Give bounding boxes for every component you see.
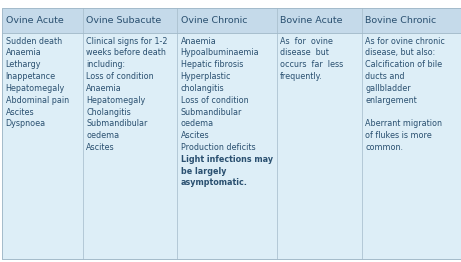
Text: Hyperplastic: Hyperplastic [181, 72, 231, 81]
Text: Cholangitis: Cholangitis [86, 107, 131, 117]
Text: enlargement: enlargement [365, 96, 417, 105]
Text: Lethargy: Lethargy [6, 60, 41, 69]
Text: asymptomatic.: asymptomatic. [181, 178, 248, 187]
Text: Bovine Acute: Bovine Acute [280, 16, 343, 25]
Text: including:: including: [86, 60, 125, 69]
Text: common.: common. [365, 143, 403, 152]
Text: Clinical signs for 1-2: Clinical signs for 1-2 [86, 37, 168, 46]
Bar [277, 8, 362, 33]
Text: Anaemia: Anaemia [181, 37, 217, 46]
Text: As  for  ovine: As for ovine [280, 37, 333, 46]
Text: weeks before death: weeks before death [86, 48, 166, 57]
Text: Loss of condition: Loss of condition [86, 72, 154, 81]
Text: Ascites: Ascites [181, 131, 209, 140]
Text: Dyspnoea: Dyspnoea [6, 119, 46, 128]
Text: be largely: be largely [181, 167, 226, 176]
Bar [83, 8, 177, 33]
Bar [177, 33, 277, 259]
Text: Inappetance: Inappetance [6, 72, 56, 81]
Text: oedema: oedema [86, 131, 119, 140]
Text: cholangitis: cholangitis [181, 84, 225, 93]
Bar [2, 8, 83, 33]
Text: Hepatic fibrosis: Hepatic fibrosis [181, 60, 243, 69]
Text: occurs  far  less: occurs far less [280, 60, 343, 69]
Text: Anaemia: Anaemia [6, 48, 41, 57]
Text: Calcification of bile: Calcification of bile [365, 60, 442, 69]
Text: frequently.: frequently. [280, 72, 323, 81]
Text: Abdominal pain: Abdominal pain [6, 96, 69, 105]
Text: Light infections may: Light infections may [181, 155, 273, 164]
Text: Ovine Acute: Ovine Acute [6, 16, 63, 25]
Text: Sudden death: Sudden death [6, 37, 62, 46]
Text: of flukes is more: of flukes is more [365, 131, 432, 140]
Bar [362, 8, 461, 33]
Bar [83, 33, 177, 259]
Text: ducts and: ducts and [365, 72, 405, 81]
Bar [2, 33, 83, 259]
Text: disease  but: disease but [280, 48, 329, 57]
Text: disease, but also:: disease, but also: [365, 48, 435, 57]
Text: Hepatomegaly: Hepatomegaly [6, 84, 65, 93]
Text: Ascites: Ascites [6, 107, 34, 117]
Text: Hypoalbuminaemia: Hypoalbuminaemia [181, 48, 260, 57]
Text: As for ovine chronic: As for ovine chronic [365, 37, 445, 46]
Bar [177, 8, 277, 33]
Text: oedema: oedema [181, 119, 214, 128]
Text: Production deficits: Production deficits [181, 143, 255, 152]
Text: Ascites: Ascites [86, 143, 115, 152]
Bar [277, 33, 362, 259]
Text: Submandibular: Submandibular [181, 107, 242, 117]
Text: Anaemia: Anaemia [86, 84, 122, 93]
Text: Submandibular: Submandibular [86, 119, 148, 128]
Text: Aberrant migration: Aberrant migration [365, 119, 442, 128]
Text: Hepatomegaly: Hepatomegaly [86, 96, 146, 105]
Text: gallbladder: gallbladder [365, 84, 411, 93]
Text: Loss of condition: Loss of condition [181, 96, 248, 105]
Bar [362, 33, 461, 259]
Text: Ovine Chronic: Ovine Chronic [181, 16, 247, 25]
Text: Ovine Subacute: Ovine Subacute [86, 16, 161, 25]
Text: Bovine Chronic: Bovine Chronic [365, 16, 437, 25]
